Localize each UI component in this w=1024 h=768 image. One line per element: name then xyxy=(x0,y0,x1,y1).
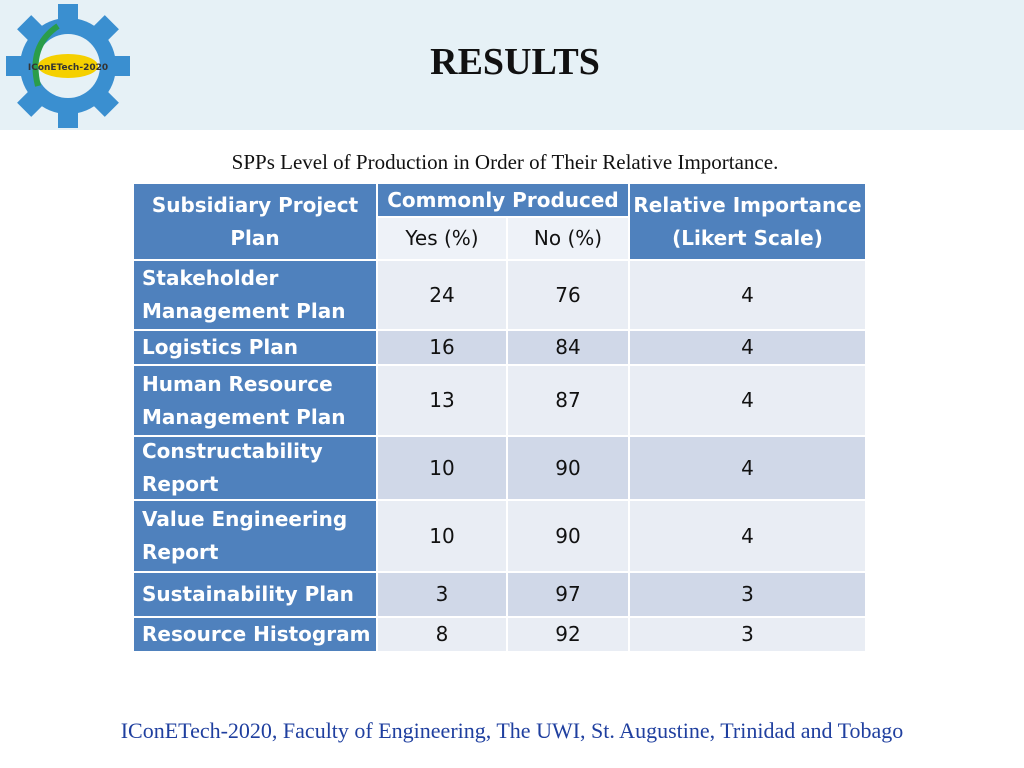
data-cell: 92 xyxy=(507,617,629,652)
data-cell: 4 xyxy=(629,500,866,572)
header-band xyxy=(0,0,1024,130)
header-cell: Yes (%) xyxy=(377,217,507,260)
row-label: Constructability Report xyxy=(133,436,377,500)
data-cell: 3 xyxy=(629,617,866,652)
data-cell: 24 xyxy=(377,260,507,330)
data-cell: 97 xyxy=(507,572,629,617)
logo-text: IConETech-2020 xyxy=(28,63,108,73)
data-cell: 3 xyxy=(377,572,507,617)
footer: IConETech-2020, Faculty of Engineering, … xyxy=(120,718,904,743)
row-label: Logistics Plan xyxy=(133,330,377,365)
row-label: Resource Histogram xyxy=(133,617,377,652)
data-cell: 4 xyxy=(629,260,866,330)
data-cell: 10 xyxy=(377,500,507,572)
data-cell: 4 xyxy=(629,330,866,365)
header-cell: Subsidiary Project Plan xyxy=(133,183,377,260)
data-cell: 84 xyxy=(507,330,629,365)
data-cell: 90 xyxy=(507,500,629,572)
header-cell: Relative Importance (Likert Scale) xyxy=(629,183,866,260)
row-label: Value Engineering Report xyxy=(133,500,377,572)
data-cell: 90 xyxy=(507,436,629,500)
data-cell: 13 xyxy=(377,365,507,436)
data-cell: 4 xyxy=(629,365,866,436)
header-cell: No (%) xyxy=(507,217,629,260)
data-cell: 10 xyxy=(377,436,507,500)
data-cell: 8 xyxy=(377,617,507,652)
logo: IConETech-2020 xyxy=(6,4,130,128)
data-cell: 76 xyxy=(507,260,629,330)
table-caption: SPPs Level of Production in Order of The… xyxy=(231,150,779,174)
data-cell: 87 xyxy=(507,365,629,436)
data-cell: 16 xyxy=(377,330,507,365)
data-cell: 4 xyxy=(629,436,866,500)
slide-title: RESULTS xyxy=(430,41,600,83)
header-cell: Commonly Produced xyxy=(377,183,629,217)
data-cell: 3 xyxy=(629,572,866,617)
row-label: Human Resource Management Plan xyxy=(133,365,377,436)
row-label: Sustainability Plan xyxy=(133,572,377,617)
row-label: Stakeholder Management Plan xyxy=(133,260,377,330)
